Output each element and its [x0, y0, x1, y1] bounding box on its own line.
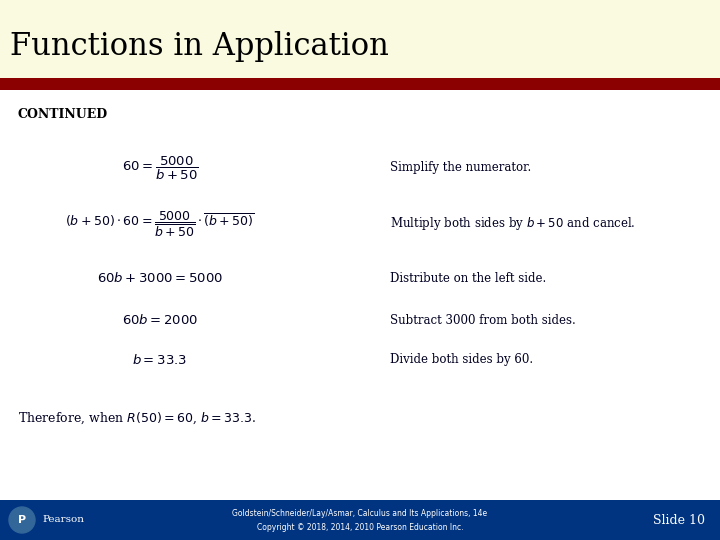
- Text: $60b = 2000$: $60b = 2000$: [122, 313, 198, 327]
- Circle shape: [9, 507, 35, 533]
- Text: Subtract 3000 from both sides.: Subtract 3000 from both sides.: [390, 314, 576, 327]
- Text: Goldstein/Schneider/Lay/Asmar, Calculus and Its Applications, 14e: Goldstein/Schneider/Lay/Asmar, Calculus …: [233, 509, 487, 517]
- Text: Therefore, when $R\left(50\right) = 60$, $b = 33.3$.: Therefore, when $R\left(50\right) = 60$,…: [18, 410, 256, 426]
- Text: Multiply both sides by $b + 50$ and cancel.: Multiply both sides by $b + 50$ and canc…: [390, 215, 636, 233]
- Text: P: P: [18, 515, 26, 525]
- Text: Divide both sides by 60.: Divide both sides by 60.: [390, 354, 533, 367]
- Text: $60 = \dfrac{5000}{b+50}$: $60 = \dfrac{5000}{b+50}$: [122, 154, 198, 181]
- Text: $60b + 3000 = 5000$: $60b + 3000 = 5000$: [97, 271, 223, 285]
- Bar: [0, 500, 720, 540]
- Text: CONTINUED: CONTINUED: [18, 107, 108, 120]
- Text: Slide 10: Slide 10: [653, 514, 705, 526]
- Bar: [0, 78, 720, 90]
- Text: $b = 33.3$: $b = 33.3$: [132, 353, 188, 367]
- Text: Functions in Application: Functions in Application: [10, 30, 389, 62]
- Text: Simplify the numerator.: Simplify the numerator.: [390, 161, 531, 174]
- Text: Copyright © 2018, 2014, 2010 Pearson Education Inc.: Copyright © 2018, 2014, 2010 Pearson Edu…: [257, 523, 463, 531]
- Bar: [0, 0, 720, 78]
- Text: $(b+50) \cdot 60 = \dfrac{5000}{\overline{b+50}} \cdot \overline{(b+50)}$: $(b+50) \cdot 60 = \dfrac{5000}{\overlin…: [66, 210, 255, 239]
- Text: Distribute on the left side.: Distribute on the left side.: [390, 272, 546, 285]
- Text: Pearson: Pearson: [42, 516, 84, 524]
